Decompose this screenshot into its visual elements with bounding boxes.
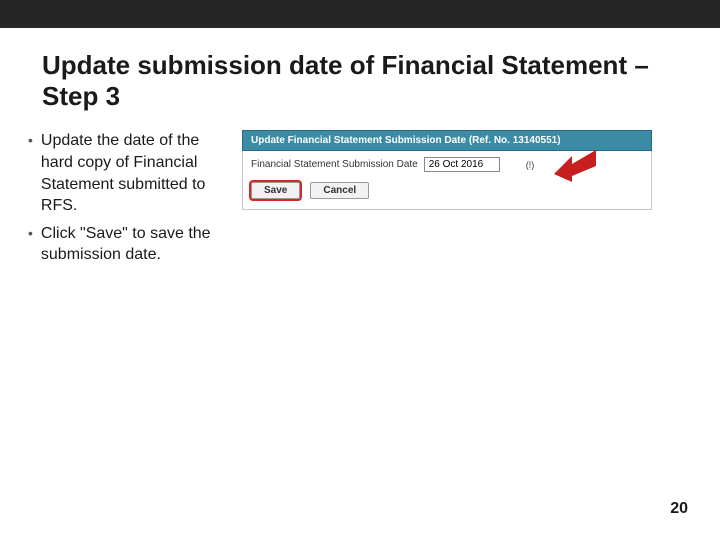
top-bar (0, 0, 720, 28)
date-input[interactable] (424, 157, 500, 172)
screenshot-panel: Update Financial Statement Submission Da… (242, 130, 652, 272)
bullet-dot: • (28, 223, 33, 266)
save-button[interactable]: Save (251, 182, 300, 199)
slide-title: Update submission date of Financial Stat… (42, 50, 680, 112)
form-label: Financial Statement Submission Date (251, 159, 418, 170)
bullet-dot: • (28, 130, 33, 216)
bullet-text: Update the date of the hard copy of Fina… (41, 130, 218, 216)
page-number: 20 (670, 500, 688, 518)
bullet-item: • Click "Save" to save the submission da… (28, 223, 218, 266)
bullet-text: Click "Save" to save the submission date… (41, 223, 218, 266)
cancel-button[interactable]: Cancel (310, 182, 369, 199)
slide: Update submission date of Financial Stat… (0, 0, 720, 540)
hint-icon: (!) (526, 160, 535, 170)
content-row: • Update the date of the hard copy of Fi… (0, 130, 720, 272)
bullet-item: • Update the date of the hard copy of Fi… (28, 130, 218, 216)
button-row: Save Cancel (251, 182, 643, 199)
bullet-list: • Update the date of the hard copy of Fi… (28, 130, 218, 272)
